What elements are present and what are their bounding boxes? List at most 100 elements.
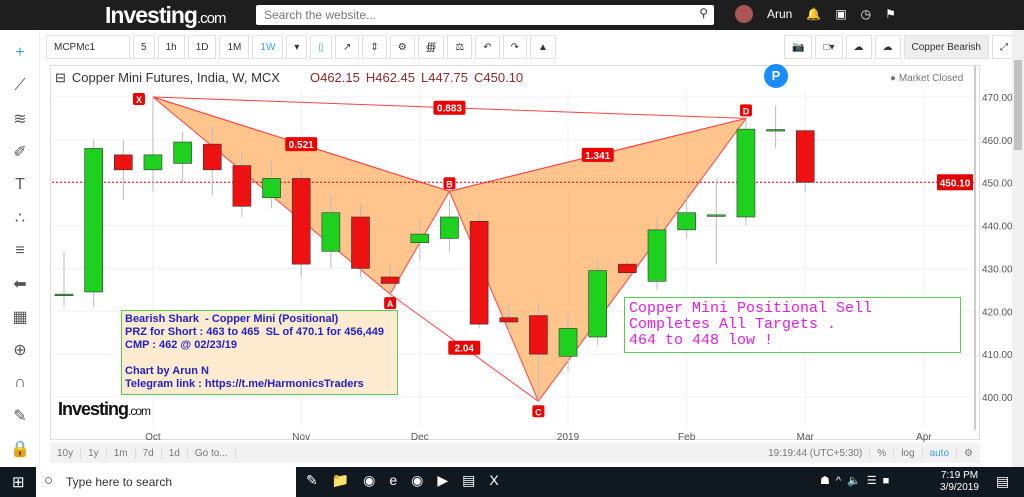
ratio-label: 0.883: [437, 104, 462, 115]
range-1y[interactable]: 1y: [81, 447, 107, 459]
taskbar-clock[interactable]: 7:19 PM 3/9/2019: [940, 470, 979, 494]
trendline-icon[interactable]: ⟋: [14, 76, 26, 94]
ratio-label-bg: [581, 147, 614, 162]
crosshair-icon[interactable]: +: [15, 43, 25, 61]
user-area: Arun 🔔 ▣ ◷ ⚑: [735, 5, 896, 23]
interval-1h[interactable]: 1h: [157, 35, 185, 59]
fib-icon[interactable]: ≋: [13, 110, 27, 128]
ohlc-open: O462.15: [309, 70, 360, 85]
percent-toggle[interactable]: %: [870, 447, 895, 459]
redo-icon[interactable]: ↷: [502, 35, 528, 59]
auto-toggle[interactable]: auto: [923, 447, 958, 459]
windows-start-icon[interactable]: ⊞: [12, 474, 25, 491]
icons-icon[interactable]: ▦: [12, 308, 28, 326]
compare-scale-icon[interactable]: ⚖: [447, 35, 473, 59]
candle-body: [321, 212, 341, 252]
lock-icon[interactable]: 🔒: [10, 440, 30, 458]
p-badge[interactable]: P: [764, 64, 788, 88]
chart-pane[interactable]: [50, 65, 980, 440]
range-10y[interactable]: 10y: [50, 447, 82, 459]
camera-icon[interactable]: 📷: [784, 35, 813, 59]
x-tick-label: Nov: [292, 432, 310, 443]
y-tick-label: 440.00: [982, 222, 1013, 233]
candles-icon[interactable]: ▯: [310, 35, 332, 59]
range-1m[interactable]: 1m: [107, 447, 136, 459]
x-tick-label: 2019: [557, 432, 580, 443]
undo-icon[interactable]: ↶: [475, 35, 500, 59]
alert-icon[interactable]: ▲: [530, 35, 556, 59]
studies-icon[interactable]: ∰: [417, 35, 445, 59]
candle-body: [380, 276, 400, 284]
brush-icon[interactable]: ✐: [13, 143, 27, 161]
settings-gear-icon[interactable]: ⚙: [389, 35, 415, 59]
candle-body: [469, 220, 489, 325]
chart-legend: ⊟ Copper Mini Futures, India, W, MCX O46…: [55, 70, 523, 86]
scrollbar-thumb[interactable]: [1014, 60, 1022, 150]
logo-text: Investing: [105, 2, 198, 28]
settings-gear-icon[interactable]: ⚙: [964, 447, 973, 459]
candle-body: [351, 216, 370, 269]
portfolio-icon[interactable]: ▣: [835, 7, 847, 21]
log-toggle[interactable]: log: [894, 447, 923, 459]
interval-1d[interactable]: 1D: [187, 35, 217, 59]
candle-body: [84, 148, 103, 293]
cloud-load-icon[interactable]: ☁: [845, 35, 872, 59]
flag-icon[interactable]: ⚑: [885, 7, 896, 21]
arrow-left-icon[interactable]: ⬅: [13, 275, 27, 293]
candle-body: [558, 328, 578, 357]
ratio-label: 1.341: [585, 151, 610, 162]
magnet-icon[interactable]: ∩: [14, 373, 26, 391]
candle-body: [647, 229, 667, 282]
ratio-label-bg: [433, 100, 466, 115]
interval-dropdown-icon[interactable]: ▾: [286, 35, 308, 59]
drawing-toolbar: + ⟋ ≋ ✐ T ∴ ≡ ⬅ ▦ ⊕ ∩ ✎ 🔒: [0, 30, 40, 467]
pattern-note[interactable]: Bearish Shark - Copper Mini (Positional)…: [121, 310, 398, 395]
cortana-icon: ○: [44, 472, 54, 489]
symbol-input[interactable]: MCPMc1: [46, 35, 130, 59]
measure-icon[interactable]: ≡: [15, 241, 25, 259]
page-scrollbar[interactable]: [1012, 30, 1024, 467]
point-label-B: B: [446, 179, 453, 189]
interval-5[interactable]: 5: [133, 35, 155, 59]
indicators-icon[interactable]: ⇕: [362, 35, 387, 59]
range-1d[interactable]: 1d: [162, 447, 188, 459]
collapse-icon[interactable]: ⊟: [55, 70, 66, 85]
candle-body: [677, 212, 696, 231]
line-chart-icon[interactable]: ↗: [334, 35, 360, 59]
search-icon[interactable]: ⚲: [699, 6, 708, 20]
chart-title: Copper Mini Futures, India, W, MCX: [71, 70, 280, 85]
bell-icon[interactable]: 🔔: [806, 7, 822, 21]
x-tick-label: Feb: [678, 432, 696, 443]
interval-1m[interactable]: 1M: [219, 35, 250, 59]
search-input[interactable]: Search the website... ⚲: [256, 5, 714, 25]
interval-1w[interactable]: 1W: [252, 35, 284, 59]
zoom-icon[interactable]: ⊕: [13, 341, 27, 359]
range-7d[interactable]: 7d: [136, 447, 162, 459]
point-label-A: A: [387, 299, 394, 309]
last-price-badge: [937, 174, 973, 191]
taskbar-search[interactable]: ○ Type here to search: [36, 467, 296, 497]
market-status: ● Market Closed: [890, 73, 964, 84]
candle-body: [706, 214, 726, 217]
taskbar-apps[interactable]: ✎📁◉e◉▶▤X: [306, 472, 513, 488]
notifications-icon[interactable]: ▤: [996, 473, 1010, 489]
user-name[interactable]: Arun: [767, 7, 793, 21]
clock-icon[interactable]: ◷: [860, 7, 872, 21]
candle-body: [766, 129, 785, 132]
y-tick-label: 400.00: [982, 393, 1013, 404]
candle-body: [736, 128, 756, 218]
investing-logo[interactable]: Investing.com: [105, 2, 226, 29]
point-label-bg: [532, 405, 545, 418]
system-tray-icons[interactable]: ☗^🔈☰■: [820, 475, 896, 487]
goto-button[interactable]: Go to...: [188, 447, 236, 459]
cloud-save-icon[interactable]: ☁: [874, 35, 901, 59]
layout-icon[interactable]: □▾: [815, 35, 843, 59]
avatar[interactable]: [735, 5, 753, 23]
ratio-label-bg: [448, 340, 481, 355]
template-select[interactable]: Copper Bearish: [903, 35, 989, 59]
lock-drawing-icon[interactable]: ✎: [13, 407, 27, 425]
target-note[interactable]: Copper Mini Positional Sell Completes Al…: [624, 297, 961, 353]
text-icon[interactable]: T: [15, 175, 25, 193]
taskbar-search-placeholder: Type here to search: [66, 475, 173, 489]
pattern-icon[interactable]: ∴: [14, 209, 26, 227]
